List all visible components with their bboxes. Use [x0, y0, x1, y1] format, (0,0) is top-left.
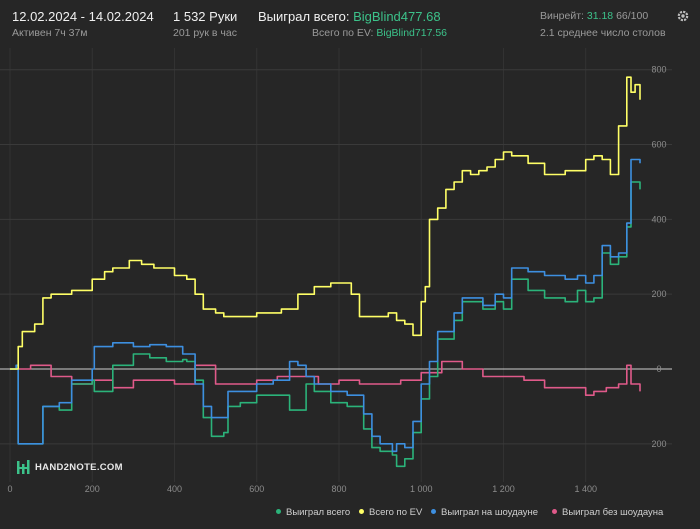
- y-tick-label: 200: [651, 439, 666, 449]
- winrate-label: Винрейт:: [540, 10, 584, 22]
- series-line: [10, 360, 641, 396]
- x-tick-label: 600: [249, 484, 264, 494]
- legend-label-nonshowdown: Выиграл без шоудауна: [562, 507, 664, 518]
- y-tick-label: 600: [651, 140, 666, 150]
- legend-item-nonshowdown[interactable]: Выиграл без шоудауна: [552, 507, 663, 518]
- legend-dot-nonshowdown: [552, 508, 557, 514]
- total-ev: Всего по EV: BigBlind717.56: [312, 27, 447, 39]
- logo-text: HAND2NOTE.COM: [35, 462, 123, 474]
- y-tick-label: 0: [656, 364, 661, 374]
- total-ev-value: BigBlind717.56: [376, 27, 447, 39]
- y-tick-label: 200: [651, 289, 666, 299]
- series-line: [10, 181, 641, 468]
- x-tick-label: 1 200: [492, 484, 515, 494]
- y-tick-label: 800: [651, 65, 666, 75]
- legend-label-showdown: Выиграл на шоудауне: [441, 507, 539, 518]
- x-tick-label: 1 000: [410, 484, 433, 494]
- y-axis: 200 0 200 400 600 800: [651, 65, 666, 449]
- winrate-suffix: 66/100: [616, 10, 649, 22]
- legend-label-won: Выиграл всего: [286, 507, 351, 518]
- legend-dot-showdown: [431, 508, 436, 514]
- gear-icon[interactable]: [676, 9, 690, 23]
- x-tick-label: 400: [167, 484, 182, 494]
- y-tick-label: 400: [651, 214, 666, 224]
- legend-item-ev[interactable]: Всего по EV: [359, 507, 422, 518]
- chart-series: [10, 76, 641, 468]
- x-tick-label: 200: [85, 484, 100, 494]
- total-won-label: Выиграл всего:: [258, 9, 350, 24]
- series-line: [10, 76, 641, 370]
- hands-per-hour: 201 рук в час: [173, 27, 237, 39]
- chart-legend: Выиграл всего Всего по EV Выиграл на шоу…: [270, 507, 690, 521]
- avg-tables: 2.1 среднее число столов: [540, 27, 666, 39]
- hand2note-logo: HAND2NOTE.COM: [17, 460, 123, 478]
- date-range: 12.02.2024 - 14.02.2024: [12, 9, 154, 24]
- total-won-value: BigBlind477.68: [353, 9, 441, 24]
- hands-count: 1 532 Руки: [173, 9, 238, 24]
- stats-header: 12.02.2024 - 14.02.2024 Активен 7ч 37м 1…: [0, 0, 700, 48]
- legend-item-won[interactable]: Выиграл всего: [276, 507, 350, 518]
- legend-item-showdown[interactable]: Выиграл на шоудауне: [431, 507, 538, 518]
- winrate-value: 31.18: [586, 10, 614, 22]
- x-axis: 0 200 400 600 800 1 000 1 200 1 400: [7, 484, 596, 494]
- x-tick-label: 0: [7, 484, 12, 494]
- chart-grid: [0, 48, 672, 482]
- legend-dot-ev: [359, 508, 364, 514]
- x-tick-label: 800: [331, 484, 346, 494]
- active-time: Активен 7ч 37м: [12, 27, 88, 39]
- x-tick-label: 1 400: [574, 484, 597, 494]
- total-ev-label: Всего по EV:: [312, 27, 374, 39]
- series-line: [10, 158, 641, 453]
- legend-dot-won: [276, 508, 281, 514]
- winrate: Винрейт: 31.18 66/100: [540, 10, 648, 22]
- hand2note-logo-mark: [17, 460, 30, 474]
- total-won: Выиграл всего: BigBlind477.68: [258, 9, 441, 24]
- legend-label-ev: Всего по EV: [369, 507, 423, 518]
